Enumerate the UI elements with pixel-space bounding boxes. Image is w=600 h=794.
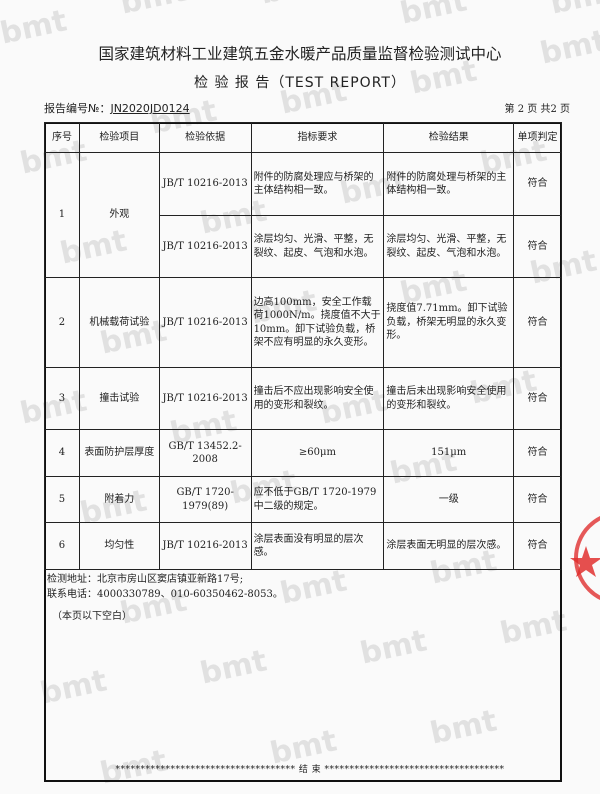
- results-table: 序号 检验项目 检验依据 指标要求 检验结果 单项判定 1 外观 JB/T 10…: [44, 122, 562, 570]
- blank-note: （本页以下空白）: [52, 611, 132, 622]
- header-no: 序号: [44, 122, 80, 153]
- table-row: 2 机械载荷试验 JB/T 10216-2013 边高100mm，安全工作载荷1…: [44, 277, 562, 368]
- cell-verdict: 符合: [513, 522, 562, 570]
- address: 检测地址：北京市房山区窦店镇亚新路17号;: [47, 574, 244, 585]
- cell-item: 附着力: [78, 476, 160, 523]
- watermark: bmt: [397, 0, 470, 32]
- header-verdict: 单项判定: [513, 122, 562, 153]
- table-row: 6 均匀性 JB/T 10216-2013 涂层表面没有明显的层次感。 涂层表面…: [44, 522, 562, 570]
- cell-verdict: 符合: [513, 277, 562, 368]
- cell-verdict: 符合: [513, 429, 562, 477]
- cell-basis: JB/T 10216-2013: [158, 522, 252, 570]
- phone: 联系电话：4000330789、010-60350462-8053。: [47, 588, 283, 600]
- header-requirement: 指标要求: [250, 122, 385, 153]
- cell-verdict: 符合: [513, 367, 562, 430]
- report-title: 检 验 报 告（TEST REPORT）: [194, 75, 406, 91]
- cell-basis: JB/T 10216-2013: [158, 215, 252, 278]
- header-result: 检验结果: [383, 122, 515, 153]
- cell-requirement: 边高100mm，安全工作载荷1000N/m。挠度值不大于10mm。卸下试验负载，…: [250, 277, 385, 368]
- header-basis: 检验依据: [158, 122, 252, 153]
- cell-basis: JB/T 10216-2013: [158, 367, 252, 430]
- table-row: 5 附着力 GB/T 1720-1979(89) 应不低于GB/T 1720-1…: [44, 476, 562, 523]
- report-number: 报告编号№：JN2020JD0124: [44, 100, 190, 116]
- cell-verdict: 符合: [513, 476, 562, 523]
- report-number-value: JN2020JD0124: [110, 102, 190, 115]
- table-row: 4 表面防护层厚度 GB/T 13452.2-2008 ≥60μm 151μm …: [44, 429, 562, 477]
- official-stamp-icon: [570, 515, 600, 601]
- cell-result: 附件的防腐处理与桥架的主体结构相一致。: [383, 152, 515, 216]
- cell-no: 1: [44, 152, 80, 278]
- cell-requirement: ≥60μm: [250, 429, 385, 477]
- header-item: 检验项目: [78, 122, 160, 153]
- cell-verdict: 符合: [513, 215, 562, 278]
- page-info: 第 2 页 共2 页: [504, 104, 570, 115]
- contact-notes: 检测地址：北京市房山区窦店镇亚新路17号; 联系电话：4000330789、01…: [47, 573, 283, 602]
- cell-requirement: 应不低于GB/T 1720-1979中二级的规定。: [250, 476, 385, 523]
- cell-verdict: 符合: [513, 152, 562, 216]
- cell-basis: JB/T 10216-2013: [158, 152, 252, 216]
- cell-requirement: 撞击后不应出现影响安全使用的变形和裂纹。: [250, 367, 385, 430]
- cell-item: 均匀性: [78, 522, 160, 570]
- cell-no: 4: [44, 429, 80, 477]
- cell-item: 外观: [78, 152, 160, 278]
- cell-basis: GB/T 1720-1979(89): [158, 476, 252, 523]
- watermark: bmt: [257, 0, 330, 12]
- cell-no: 5: [44, 476, 80, 523]
- cell-result: 涂层表面无明显的层次感。: [383, 522, 515, 570]
- watermark: bmt: [547, 0, 600, 22]
- cell-result: 撞击后未出现影响安全使用的变形和裂纹。: [383, 367, 515, 430]
- table-row: 3 撞击试验 JB/T 10216-2013 撞击后不应出现影响安全使用的变形和…: [44, 367, 562, 430]
- end-line: ************************************ 结 束…: [115, 765, 505, 775]
- org-title: 国家建筑材料工业建筑五金水暖产品质量监督检验测试中心: [98, 45, 502, 63]
- report-number-label: 报告编号№：: [44, 102, 111, 115]
- cell-basis: GB/T 13452.2-2008: [158, 429, 252, 477]
- cell-no: 3: [44, 367, 80, 430]
- table-row: JB/T 10216-2013 涂层均匀、光滑、平整，无裂纹、起皮、气泡和水泡。…: [45, 215, 562, 278]
- cell-result: 151μm: [383, 429, 515, 477]
- table-row: 1 外观 JB/T 10216-2013 附件的防腐处理应与桥架的主体结构相一致…: [44, 152, 562, 278]
- cell-requirement: 涂层表面没有明显的层次感。: [250, 522, 385, 570]
- cell-no: 6: [44, 522, 80, 570]
- watermark: bmt: [117, 0, 190, 22]
- cell-item: 撞击试验: [78, 367, 160, 430]
- cell-requirement: 附件的防腐处理应与桥架的主体结构相一致。: [250, 152, 385, 216]
- cell-requirement: 涂层均匀、光滑、平整，无裂纹、起皮、气泡和水泡。: [250, 215, 385, 278]
- cell-result: 涂层均匀、光滑、平整，无裂纹、起皮、气泡和水泡。: [383, 215, 515, 278]
- cell-result: 一级: [383, 476, 515, 523]
- cell-item: 机械载荷试验: [78, 277, 160, 368]
- cell-no: 2: [44, 277, 80, 368]
- cell-result: 挠度值7.71mm。卸下试验负载，桥架无明显的永久变形。: [383, 277, 515, 368]
- cell-item: 表面防护层厚度: [78, 429, 160, 477]
- table-header-row: 序号 检验项目 检验依据 指标要求 检验结果 单项判定: [44, 122, 562, 153]
- cell-basis: JB/T 10216-2013: [158, 277, 252, 368]
